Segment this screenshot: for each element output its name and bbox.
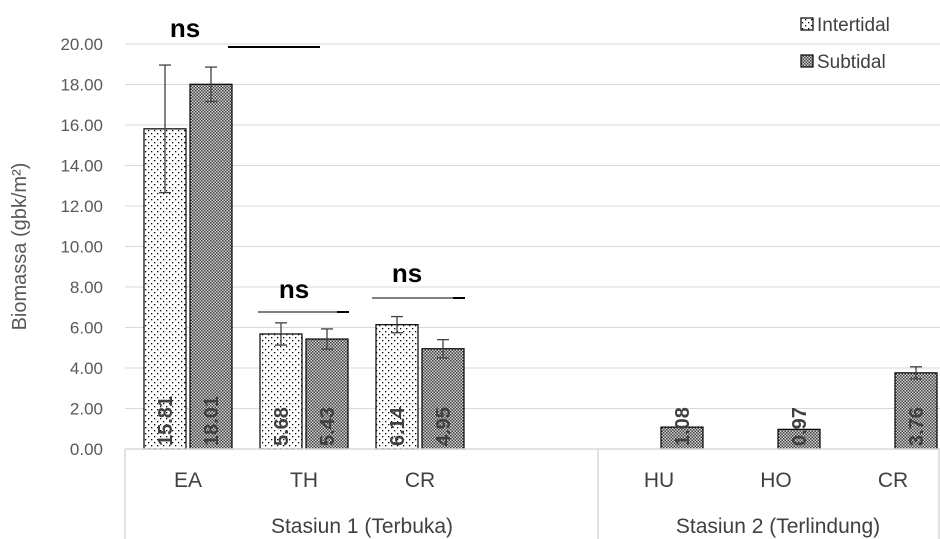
bar-subtidal (189, 83, 233, 450)
data-label: 4.95 (433, 407, 455, 446)
data-label: 3.76 (906, 407, 928, 446)
data-label: 5.68 (271, 407, 293, 446)
data-label: 6.14 (387, 406, 409, 446)
x-tick-label: HU (644, 469, 674, 492)
y-tick-label: 6.00 (70, 319, 103, 338)
error-bar (391, 315, 403, 334)
legend-item-intertidal: Intertidal (800, 15, 890, 36)
y-tick-label: 2.00 (70, 400, 103, 419)
y-tick-label: 14.00 (60, 157, 103, 176)
x-tick-label: EA (174, 469, 202, 492)
x-tick-label: TH (290, 469, 318, 492)
legend-label: Subtidal (817, 52, 886, 73)
data-label: 5.43 (317, 407, 339, 446)
data-label: 18.01 (201, 396, 223, 446)
x-tick-label: CR (405, 469, 435, 492)
y-tick-label: 10.00 (60, 238, 103, 257)
y-axis-label: Biomassa (gbk/m²) (9, 163, 31, 331)
x-group-label: Stasiun 2 (Terlindung) (676, 515, 880, 538)
data-label: 1.08 (672, 407, 694, 446)
significance-ns: ns (392, 258, 422, 288)
error-bar (437, 338, 449, 359)
legend-swatch-intertidal (800, 17, 814, 31)
y-tick-label: 18.00 (60, 76, 103, 95)
y-tick-label: 12.00 (60, 197, 103, 216)
error-bar (321, 328, 333, 350)
y-tick-label: 4.00 (70, 359, 103, 378)
significance-ns: ns (170, 13, 200, 43)
error-bar (275, 322, 287, 346)
error-bar (205, 66, 217, 103)
x-tick-label: CR (878, 469, 908, 492)
legend-item-subtidal: Subtidal (800, 52, 886, 73)
bar-subtidal (421, 348, 465, 450)
data-label: 15.81 (155, 396, 177, 446)
x-group-label: Stasiun 1 (Terbuka) (271, 515, 453, 538)
y-tick-label: 20.00 (60, 35, 103, 54)
legend-swatch-subtidal (800, 54, 814, 68)
y-tick-label: 8.00 (70, 278, 103, 297)
data-label: 0.97 (789, 407, 811, 446)
legend-label: Intertidal (817, 15, 890, 36)
y-tick-label: 16.00 (60, 116, 103, 135)
error-bar (910, 366, 922, 380)
error-bar (159, 64, 171, 194)
x-tick-label: HO (760, 469, 792, 492)
y-tick-label: 0.00 (70, 440, 103, 459)
significance-ns: ns (279, 274, 309, 304)
